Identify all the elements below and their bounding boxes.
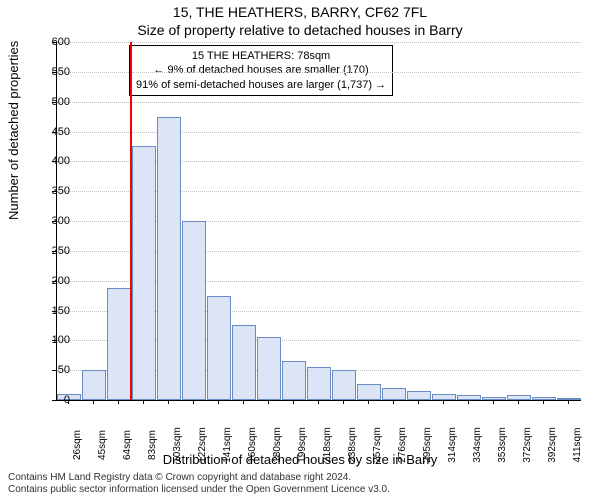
y-tick-label: 100 <box>52 334 70 346</box>
bar <box>507 395 531 400</box>
annotation-line2: ← 9% of detached houses are smaller (170… <box>136 63 386 77</box>
x-tick <box>143 400 144 404</box>
x-tick-label: 295sqm <box>422 427 433 463</box>
x-tick <box>343 400 344 404</box>
annotation-line3: 91% of semi-detached houses are larger (… <box>136 78 386 92</box>
y-tick-label: 600 <box>52 36 70 48</box>
bar <box>232 325 256 400</box>
bar <box>357 384 381 400</box>
x-tick <box>218 400 219 404</box>
y-tick-label: 300 <box>52 215 70 227</box>
x-tick-label: 372sqm <box>522 427 533 463</box>
x-tick-label: 180sqm <box>272 427 283 463</box>
x-tick-label: 103sqm <box>172 427 183 463</box>
x-tick <box>318 400 319 404</box>
x-tick <box>168 400 169 404</box>
bar <box>382 388 406 400</box>
x-tick <box>118 400 119 404</box>
gridline <box>57 102 581 103</box>
x-tick-label: 257sqm <box>372 427 383 463</box>
bar <box>332 370 356 400</box>
bar <box>132 146 156 400</box>
bar <box>457 395 481 400</box>
footer-line2: Contains public sector information licen… <box>8 484 592 496</box>
x-tick-label: 276sqm <box>397 427 408 463</box>
x-tick <box>368 400 369 404</box>
x-tick-label: 218sqm <box>322 427 333 463</box>
gridline <box>57 72 581 73</box>
x-tick <box>543 400 544 404</box>
bar <box>432 394 456 400</box>
y-tick-label: 400 <box>52 155 70 167</box>
bar <box>282 361 306 400</box>
chart-title-line1: 15, THE HEATHERS, BARRY, CF62 7FL <box>0 4 600 20</box>
x-tick-label: 160sqm <box>247 427 258 463</box>
x-tick <box>493 400 494 404</box>
x-tick <box>468 400 469 404</box>
x-tick-label: 64sqm <box>122 430 133 460</box>
gridline <box>57 132 581 133</box>
bar <box>532 397 556 400</box>
x-tick <box>93 400 94 404</box>
x-tick-label: 26sqm <box>72 430 83 460</box>
bar <box>182 221 206 400</box>
x-tick <box>568 400 569 404</box>
x-tick-label: 392sqm <box>547 427 558 463</box>
x-tick <box>68 400 69 404</box>
x-tick-label: 199sqm <box>297 427 308 463</box>
x-tick-label: 83sqm <box>147 430 158 460</box>
y-tick-label: 450 <box>52 126 70 138</box>
x-tick <box>518 400 519 404</box>
x-tick <box>243 400 244 404</box>
bar <box>557 398 581 400</box>
annotation-line1: 15 THE HEATHERS: 78sqm <box>136 49 386 63</box>
y-tick-label: 200 <box>52 275 70 287</box>
y-tick-label: 350 <box>52 185 70 197</box>
footer-line1: Contains HM Land Registry data © Crown c… <box>8 472 592 484</box>
y-tick-label: 50 <box>58 364 70 376</box>
y-tick-label: 500 <box>52 96 70 108</box>
bar <box>482 397 506 400</box>
reference-line <box>130 42 132 400</box>
bar <box>407 391 431 400</box>
x-tick-label: 141sqm <box>222 427 233 463</box>
y-tick-label: 250 <box>52 245 70 257</box>
footer-attribution: Contains HM Land Registry data © Crown c… <box>8 472 592 496</box>
x-tick-label: 353sqm <box>497 427 508 463</box>
y-tick-label: 550 <box>52 66 70 78</box>
chart-title-line2: Size of property relative to detached ho… <box>0 22 600 38</box>
x-tick <box>443 400 444 404</box>
bar <box>307 367 331 400</box>
x-tick-label: 314sqm <box>447 427 458 463</box>
y-tick-label: 150 <box>52 305 70 317</box>
bar <box>107 288 131 400</box>
x-tick <box>418 400 419 404</box>
x-tick-label: 45sqm <box>97 430 108 460</box>
x-tick <box>393 400 394 404</box>
x-tick <box>293 400 294 404</box>
x-tick <box>268 400 269 404</box>
x-tick-label: 334sqm <box>472 427 483 463</box>
y-tick <box>52 370 56 371</box>
y-tick <box>52 400 56 401</box>
annotation-box: 15 THE HEATHERS: 78sqm ← 9% of detached … <box>129 45 393 96</box>
chart-container: 15, THE HEATHERS, BARRY, CF62 7FL Size o… <box>0 0 600 500</box>
x-tick-label: 411sqm <box>572 428 583 463</box>
gridline <box>57 42 581 43</box>
x-tick-label: 122sqm <box>197 427 208 463</box>
bar <box>157 117 181 400</box>
x-tick <box>193 400 194 404</box>
x-tick-label: 238sqm <box>347 427 358 463</box>
plot-area: 15 THE HEATHERS: 78sqm ← 9% of detached … <box>56 42 581 401</box>
bar <box>207 296 231 400</box>
bar <box>82 370 106 400</box>
y-axis-title: Number of detached properties <box>6 41 21 220</box>
bar <box>257 337 281 400</box>
